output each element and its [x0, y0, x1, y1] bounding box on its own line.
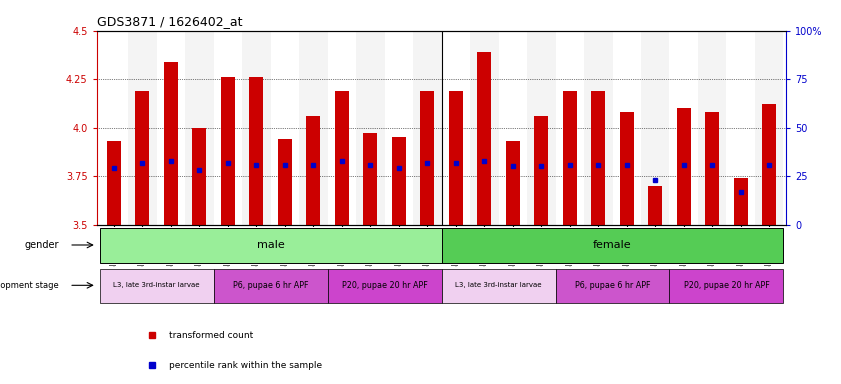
Bar [242, 31, 271, 225]
Bar [563, 91, 577, 225]
Bar [99, 269, 214, 303]
Text: male: male [257, 240, 284, 250]
Text: gender: gender [24, 240, 59, 250]
Bar [591, 91, 606, 225]
Bar [363, 134, 378, 225]
Bar [249, 77, 263, 225]
Bar [477, 52, 491, 225]
Bar [733, 178, 748, 225]
Bar [755, 31, 784, 225]
Bar [705, 112, 719, 225]
Bar [278, 139, 292, 225]
Text: development stage: development stage [0, 281, 59, 290]
Bar [669, 269, 784, 303]
Bar [620, 112, 634, 225]
Bar [392, 137, 406, 225]
Text: percentile rank within the sample: percentile rank within the sample [169, 361, 322, 370]
Bar [677, 108, 690, 225]
Bar [470, 31, 499, 225]
Bar [306, 116, 320, 225]
Bar [214, 269, 327, 303]
Text: L3, late 3rd-instar larvae: L3, late 3rd-instar larvae [455, 282, 542, 288]
Text: female: female [593, 240, 632, 250]
Bar [335, 91, 349, 225]
Bar [505, 141, 520, 225]
Bar [135, 91, 150, 225]
Bar [584, 31, 612, 225]
Bar [442, 269, 556, 303]
Bar [556, 269, 669, 303]
Bar [356, 31, 384, 225]
Bar [442, 228, 784, 263]
Bar [534, 116, 548, 225]
Bar [413, 31, 442, 225]
Text: P20, pupae 20 hr APF: P20, pupae 20 hr APF [341, 281, 427, 290]
Text: transformed count: transformed count [169, 331, 253, 340]
Bar [648, 186, 663, 225]
Bar [299, 31, 327, 225]
Text: GDS3871 / 1626402_at: GDS3871 / 1626402_at [97, 15, 242, 28]
Bar [527, 31, 556, 225]
Bar [185, 31, 214, 225]
Bar [641, 31, 669, 225]
Bar [128, 31, 156, 225]
Bar [99, 228, 442, 263]
Text: P6, pupae 6 hr APF: P6, pupae 6 hr APF [574, 281, 650, 290]
Bar [164, 62, 178, 225]
Bar [107, 141, 121, 225]
Text: P6, pupae 6 hr APF: P6, pupae 6 hr APF [233, 281, 309, 290]
Text: L3, late 3rd-instar larvae: L3, late 3rd-instar larvae [114, 282, 200, 288]
Bar [193, 128, 206, 225]
Bar [327, 269, 442, 303]
Bar [762, 104, 776, 225]
Bar [420, 91, 435, 225]
Text: P20, pupae 20 hr APF: P20, pupae 20 hr APF [684, 281, 770, 290]
Bar [448, 91, 463, 225]
Bar [220, 77, 235, 225]
Bar [698, 31, 727, 225]
